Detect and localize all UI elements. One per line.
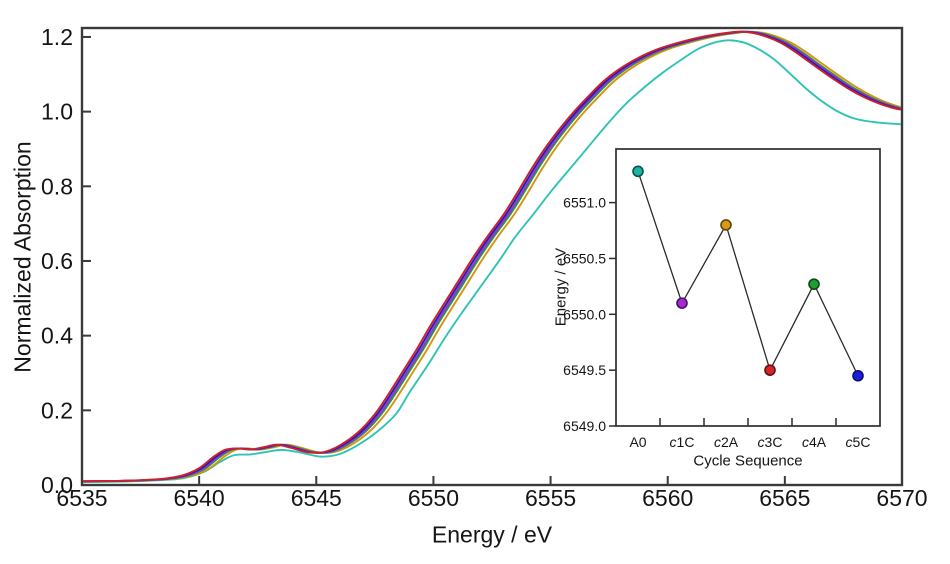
inset-x-category-label: c5C (846, 434, 871, 450)
inset-data-point-A0 (632, 165, 644, 178)
spectra-curves (83, 30, 901, 483)
inset-x-category-label: c3C (758, 434, 783, 450)
inset-y-tick-label: 6550.0 (563, 306, 606, 322)
inset-y-tick-label: 6549.5 (563, 362, 606, 378)
main-y-axis-label: Normalized Absorption (9, 141, 36, 373)
main-x-axis-label: Energy / eV (431, 521, 553, 548)
main-y-tick-label: 0.4 (41, 323, 73, 349)
main-y-tick-label: 1.0 (41, 99, 73, 125)
main-y-tick-label: 0.6 (41, 248, 73, 274)
main-y-tick-label: 0.2 (41, 397, 73, 423)
inset-frame (615, 148, 881, 427)
spectrum-curve-A0 (83, 39, 901, 483)
main-x-tick-label: 6560 (642, 485, 693, 511)
inset-x-category-label: c2A (714, 434, 739, 450)
inset-data-point-c1C (676, 297, 688, 309)
main-y-tick-label: 0.0 (41, 472, 73, 498)
inset-data-point-c4A (808, 278, 820, 290)
main-x-tick-label: 6535 (56, 485, 107, 511)
inset-y-tick-label: 6549.0 (563, 418, 606, 434)
inset-x-axis-label: Cycle Sequence (693, 452, 803, 470)
main-x-tick-label: 6545 (291, 485, 342, 511)
main-x-tick-label: 6565 (759, 485, 810, 511)
inset-y-axis-label: Energy / eV (552, 247, 570, 327)
main-x-tick-label: 6570 (876, 485, 927, 511)
inset-data-point-c2A (720, 219, 732, 231)
inset-x-category-label: c1C (670, 434, 695, 450)
inset-data-point-c3C (764, 364, 776, 376)
main-x-tick-label: 6540 (174, 485, 225, 511)
main-x-tick-label: 6555 (525, 485, 576, 511)
main-x-tick-label: 6550 (408, 485, 459, 511)
inset-y-tick-label: 6551.0 (563, 195, 606, 211)
main-y-tick-label: 1.2 (41, 24, 73, 50)
main-y-tick-label: 0.8 (41, 173, 73, 199)
inset-y-tick-label: 6550.5 (563, 250, 606, 266)
inset-x-category-label: c4A (802, 434, 827, 450)
spectrum-curve-c3C (83, 30, 901, 483)
inset-data-line (637, 171, 859, 377)
inset-data-point-c5C (852, 369, 864, 382)
inset-x-category-label: A0 (629, 434, 646, 450)
